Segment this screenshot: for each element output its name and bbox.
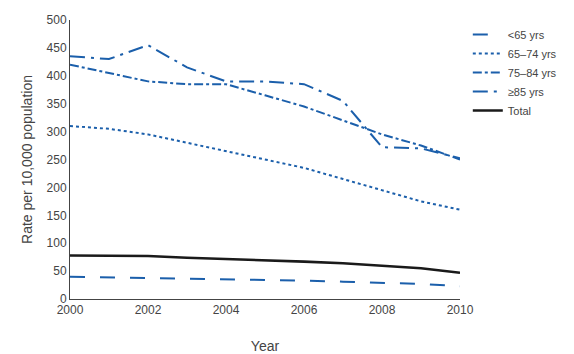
svg-text:Year: Year	[251, 338, 280, 354]
svg-text:≥85 yrs: ≥85 yrs	[508, 86, 544, 98]
svg-text:400: 400	[47, 69, 67, 83]
svg-text:2002: 2002	[135, 303, 162, 317]
svg-text:200: 200	[47, 181, 67, 195]
svg-text:300: 300	[47, 125, 67, 139]
svg-text:350: 350	[47, 97, 67, 111]
svg-text:<65 yrs: <65 yrs	[508, 29, 545, 41]
svg-text:2010: 2010	[447, 303, 474, 317]
svg-text:0: 0	[60, 292, 67, 306]
svg-text:100: 100	[47, 236, 67, 250]
svg-text:2004: 2004	[213, 303, 240, 317]
svg-text:250: 250	[47, 153, 67, 167]
svg-text:Rate per 10,000 population: Rate per 10,000 population	[19, 75, 35, 244]
svg-text:2008: 2008	[369, 303, 396, 317]
svg-text:450: 450	[47, 41, 67, 55]
svg-text:2000: 2000	[57, 303, 84, 317]
svg-text:Total: Total	[508, 105, 531, 117]
svg-text:500: 500	[47, 13, 67, 27]
svg-text:50: 50	[53, 264, 67, 278]
svg-text:2006: 2006	[291, 303, 318, 317]
svg-text:65–74 yrs: 65–74 yrs	[508, 48, 557, 60]
svg-text:75–84 yrs: 75–84 yrs	[508, 67, 557, 79]
svg-text:150: 150	[47, 209, 67, 223]
